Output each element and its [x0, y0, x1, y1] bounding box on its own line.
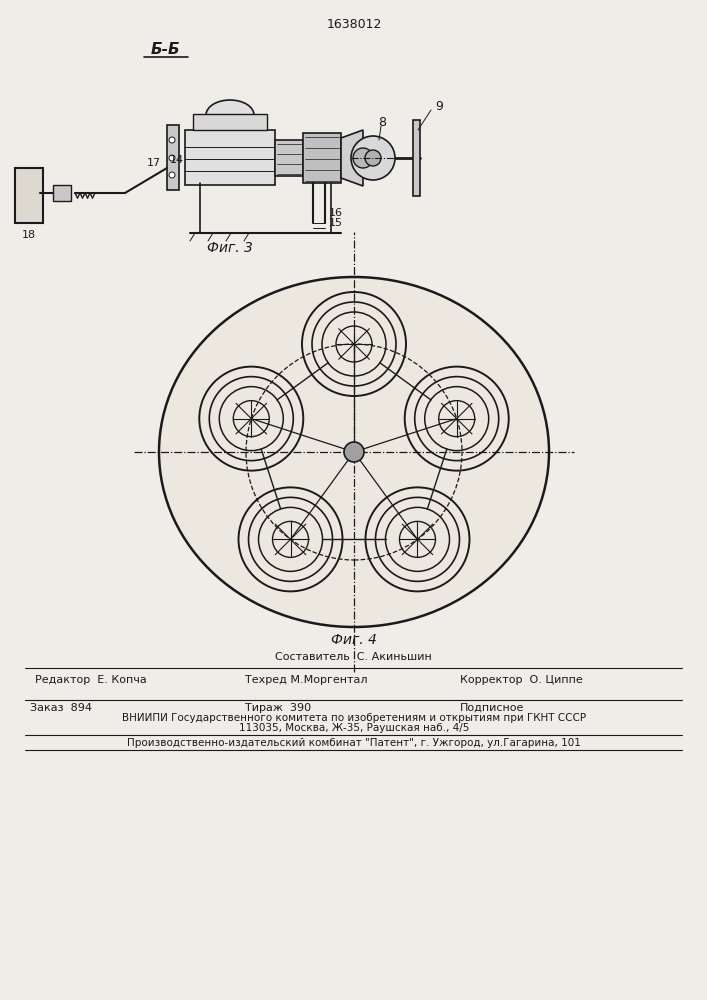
- Text: ВНИИПИ Государственного комитета по изобретениям и открытиям при ГКНТ СССР: ВНИИПИ Государственного комитета по изоб…: [122, 713, 586, 723]
- FancyBboxPatch shape: [53, 185, 71, 201]
- Text: Техред М.Моргентал: Техред М.Моргентал: [245, 675, 368, 685]
- Text: В-В: В-В: [337, 312, 367, 328]
- Text: 16: 16: [329, 208, 343, 218]
- Text: Подписное: Подписное: [460, 703, 525, 713]
- Text: 8: 8: [378, 116, 386, 129]
- Text: 9: 9: [435, 100, 443, 112]
- Text: Производственно-издательский комбинат "Патент", г. Ужгород, ул.Гагарина, 101: Производственно-издательский комбинат "П…: [127, 738, 581, 748]
- Circle shape: [322, 312, 386, 376]
- Text: Заказ  894: Заказ 894: [30, 703, 92, 713]
- Circle shape: [439, 401, 474, 437]
- FancyBboxPatch shape: [193, 114, 267, 130]
- Text: 1638012: 1638012: [327, 18, 382, 31]
- Text: Фиг. 4: Фиг. 4: [331, 633, 377, 647]
- FancyBboxPatch shape: [167, 125, 179, 190]
- Circle shape: [404, 367, 509, 471]
- Text: Б-Б: Б-Б: [150, 42, 180, 57]
- FancyBboxPatch shape: [185, 130, 275, 185]
- Text: 14: 14: [170, 155, 184, 165]
- Polygon shape: [341, 130, 363, 186]
- Circle shape: [366, 487, 469, 591]
- Circle shape: [312, 302, 396, 386]
- FancyBboxPatch shape: [275, 140, 303, 176]
- Ellipse shape: [206, 100, 254, 130]
- Circle shape: [249, 497, 332, 581]
- Text: Составитель  С. Акиньшин: Составитель С. Акиньшин: [274, 652, 431, 662]
- FancyBboxPatch shape: [15, 168, 43, 223]
- Circle shape: [169, 155, 175, 161]
- Circle shape: [209, 377, 293, 461]
- Circle shape: [344, 442, 364, 462]
- Circle shape: [272, 521, 308, 557]
- Circle shape: [219, 387, 284, 451]
- Circle shape: [351, 136, 395, 180]
- Circle shape: [238, 487, 342, 591]
- Text: Фиг. 3: Фиг. 3: [207, 241, 253, 255]
- Circle shape: [415, 377, 498, 461]
- Text: 18: 18: [22, 230, 36, 240]
- Circle shape: [199, 367, 303, 471]
- Circle shape: [336, 326, 372, 362]
- Circle shape: [375, 497, 460, 581]
- Circle shape: [169, 137, 175, 143]
- Circle shape: [353, 148, 373, 168]
- Circle shape: [425, 387, 489, 451]
- FancyBboxPatch shape: [303, 133, 341, 183]
- Circle shape: [233, 401, 269, 437]
- Circle shape: [399, 521, 436, 557]
- Text: 113035, Москва, Ж-35, Раушская наб., 4/5: 113035, Москва, Ж-35, Раушская наб., 4/5: [239, 723, 469, 733]
- Text: Редактор  Е. Копча: Редактор Е. Копча: [35, 675, 147, 685]
- Text: 17: 17: [147, 158, 161, 168]
- Circle shape: [365, 150, 381, 166]
- Circle shape: [169, 172, 175, 178]
- Text: Тираж  390: Тираж 390: [245, 703, 311, 713]
- Circle shape: [302, 292, 406, 396]
- Text: Корректор  О. Циппе: Корректор О. Циппе: [460, 675, 583, 685]
- Ellipse shape: [159, 277, 549, 627]
- Circle shape: [385, 507, 450, 571]
- FancyBboxPatch shape: [413, 120, 420, 196]
- Text: 15: 15: [329, 218, 343, 228]
- Circle shape: [259, 507, 322, 571]
